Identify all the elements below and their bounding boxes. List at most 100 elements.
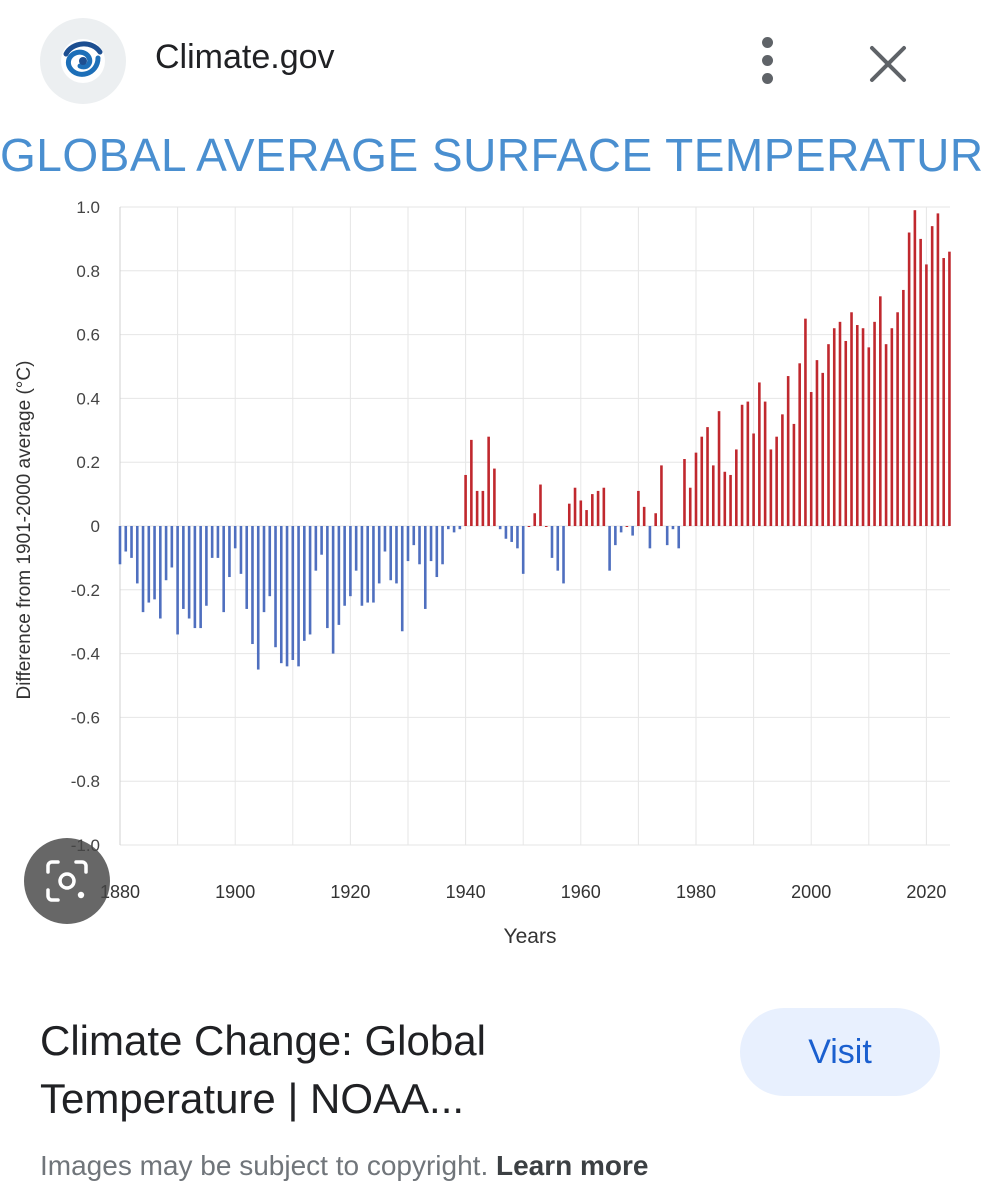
temperature-bar [395, 526, 398, 584]
temperature-bar [683, 459, 686, 526]
temperature-bar [354, 526, 358, 571]
temperature-bar [533, 513, 537, 526]
temperature-bar [159, 526, 162, 619]
temperature-bar [222, 526, 225, 613]
temperature-bar [464, 474, 467, 526]
more-options-button[interactable] [740, 30, 794, 90]
temperature-bar [907, 232, 911, 526]
temperature-bar [153, 526, 156, 600]
climate-gov-swirl-logo [61, 39, 105, 83]
temperature-bar [867, 347, 871, 526]
temperature-bar [527, 526, 531, 527]
y-tick-label: 0.2 [76, 453, 100, 472]
temperature-bar [637, 490, 640, 526]
temperature-bar [314, 526, 318, 571]
temperature-bar [435, 526, 439, 578]
temperature-bar [544, 526, 548, 527]
temperature-bar [228, 526, 231, 578]
temperature-bar [216, 526, 220, 558]
temperature-bar [775, 436, 778, 526]
temperature-bar [763, 401, 767, 526]
x-tick-label: 1920 [330, 882, 370, 902]
chart-image[interactable]: GLOBAL AVERAGE SURFACE TEMPERATURE 1.0 0.… [0, 120, 981, 970]
temperature-bar [274, 526, 277, 648]
y-tick-label: 1.0 [76, 198, 100, 217]
temperature-bar [902, 289, 905, 526]
temperature-bar [769, 449, 773, 526]
temperature-bar [850, 312, 853, 526]
temperature-bar [925, 264, 928, 526]
learn-more-link[interactable]: Learn more [496, 1150, 649, 1181]
y-tick-label: -0.4 [71, 645, 100, 664]
close-button[interactable] [860, 36, 916, 92]
temperature-bar [896, 312, 899, 526]
temperature-bar [504, 526, 508, 539]
temperature-bar [303, 526, 306, 641]
temperature-bar [567, 503, 571, 526]
temperature-bar [711, 465, 715, 526]
close-icon [870, 46, 906, 82]
temperature-bar [423, 526, 427, 609]
temperature-bar [147, 526, 151, 603]
temperature-bar [187, 526, 191, 619]
temperature-bar [510, 526, 513, 542]
temperature-bar-chart: 1.00.80.60.40.20-0.2-0.4-0.6-0.8-1.01880… [14, 198, 951, 948]
temperature-bar [671, 526, 675, 530]
temperature-bar [821, 372, 825, 526]
header-bar: Climate.gov [0, 0, 981, 120]
temperature-bar [262, 526, 266, 613]
temperature-bar [930, 226, 934, 526]
temperature-bar [441, 526, 444, 565]
temperature-bar [665, 526, 669, 546]
temperature-bar [562, 526, 565, 584]
temperature-bar [608, 526, 611, 571]
temperature-bar [948, 251, 951, 526]
temperature-bar [723, 471, 727, 526]
temperature-bar [746, 401, 750, 526]
temperature-bar [291, 526, 295, 660]
site-name[interactable]: Climate.gov [155, 38, 335, 76]
temperature-bar [493, 468, 496, 526]
temperature-bar [377, 526, 381, 584]
temperature-bar [205, 526, 208, 606]
visit-button[interactable]: Visit [740, 1008, 940, 1096]
temperature-bar [337, 526, 341, 625]
temperature-bar [919, 238, 922, 526]
temperature-bar [735, 449, 738, 526]
y-tick-label: 0.6 [76, 326, 100, 345]
temperature-bar [297, 526, 300, 667]
temperature-bar [366, 526, 369, 603]
temperature-bar [694, 452, 698, 526]
temperature-bar [458, 526, 462, 530]
site-logo[interactable] [40, 18, 126, 104]
temperature-bar [452, 526, 456, 533]
temperature-bar [688, 487, 692, 526]
temperature-bar [343, 526, 346, 606]
temperature-bar [383, 526, 387, 552]
temperature-bar [447, 526, 450, 530]
google-lens-button[interactable] [24, 838, 110, 924]
temperature-bar [239, 526, 243, 574]
temperature-bar [233, 526, 237, 549]
y-tick-label: 0 [91, 517, 100, 536]
temperature-bar [429, 526, 433, 562]
x-tick-label: 1960 [561, 882, 601, 902]
temperature-bar [326, 526, 329, 629]
temperature-bar [521, 526, 525, 574]
temperature-bar [844, 340, 848, 526]
temperature-bar [539, 484, 542, 526]
result-title[interactable]: Climate Change: Global Temperature | NOA… [40, 1017, 486, 1122]
temperature-bar [591, 494, 594, 526]
y-tick-label: 0.4 [76, 389, 100, 408]
temperature-bar [418, 526, 421, 565]
temperature-bar [331, 526, 335, 654]
temperature-bar [176, 526, 179, 635]
temperature-bar [372, 526, 375, 603]
temperature-bar [838, 321, 842, 526]
x-tick-label: 1880 [100, 882, 140, 902]
temperature-bar [556, 526, 560, 571]
temperature-bar [320, 526, 323, 555]
temperature-bar [792, 423, 796, 526]
google-lens-icon [46, 860, 88, 902]
temperature-bar [861, 328, 865, 526]
